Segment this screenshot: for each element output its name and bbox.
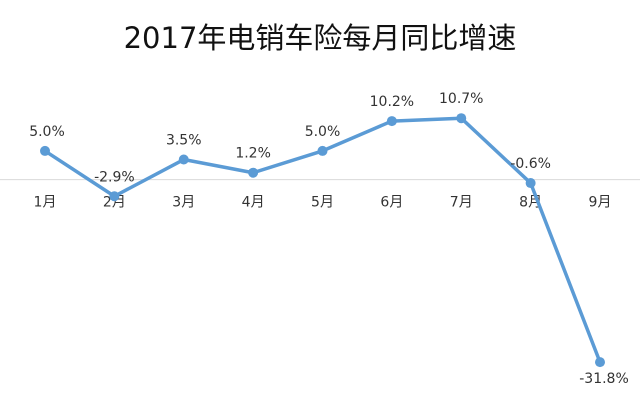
x-tick-label: 1月 (34, 195, 57, 211)
data-label: 5.0% (29, 124, 65, 140)
data-point (456, 113, 467, 124)
data-point (248, 167, 259, 178)
data-point (109, 191, 120, 202)
chart-title: 2017年电销车险每月同比增速 (124, 21, 517, 55)
x-tick-label: 2月 (103, 195, 126, 211)
data-point (40, 145, 50, 156)
data-label: -0.6% (510, 156, 551, 172)
x-tick-labels: 1月 2月 3月 4月 5月 6月 7月 8月 9月 (34, 195, 612, 211)
data-label: 10.7% (439, 91, 483, 107)
data-label: -2.9% (94, 169, 135, 185)
data-point (595, 357, 605, 368)
data-point (525, 178, 536, 189)
data-label: 5.0% (305, 124, 341, 140)
data-label: 10.2% (370, 94, 414, 110)
data-label: -31.8% (579, 371, 629, 387)
data-labels: 5.0% -2.9% 3.5% 1.2% 5.0% 10.2% 10.7% -0.6% -31.… (29, 91, 629, 387)
x-tick-label: 7月 (450, 195, 473, 211)
x-tick-label: 6月 (380, 195, 403, 211)
x-tick-label: 4月 (242, 195, 265, 211)
data-label: 3.5% (166, 133, 202, 149)
data-point (386, 116, 397, 127)
x-tick-label: 9月 (589, 195, 612, 211)
data-label: 1.2% (235, 146, 271, 162)
x-tick-label: 5月 (311, 195, 334, 211)
data-point (317, 145, 328, 156)
data-points (40, 113, 605, 368)
x-tick-label: 3月 (172, 195, 195, 211)
data-point (178, 154, 189, 165)
